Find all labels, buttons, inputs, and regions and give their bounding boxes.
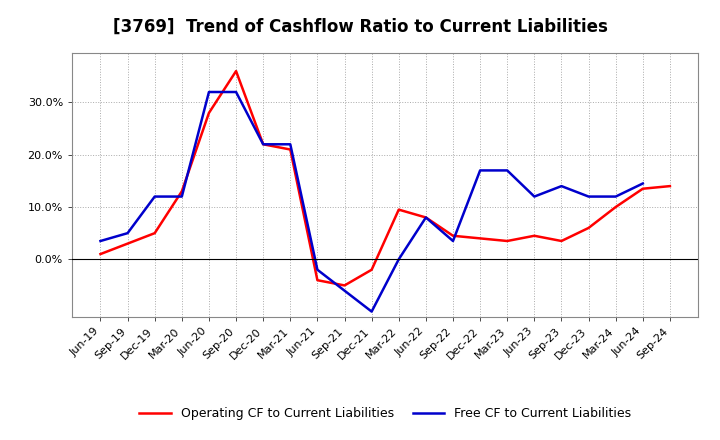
Free CF to Current Liabilities xyxy=(530,194,539,199)
Operating CF to Current Liabilities xyxy=(476,236,485,241)
Free CF to Current Liabilities xyxy=(178,194,186,199)
Operating CF to Current Liabilities xyxy=(557,238,566,244)
Legend: Operating CF to Current Liabilities, Free CF to Current Liabilities: Operating CF to Current Liabilities, Fre… xyxy=(135,402,636,425)
Operating CF to Current Liabilities xyxy=(530,233,539,238)
Free CF to Current Liabilities xyxy=(449,238,457,244)
Free CF to Current Liabilities xyxy=(259,142,268,147)
Free CF to Current Liabilities xyxy=(341,288,349,293)
Operating CF to Current Liabilities xyxy=(178,189,186,194)
Free CF to Current Liabilities xyxy=(123,231,132,236)
Free CF to Current Liabilities xyxy=(395,257,403,262)
Operating CF to Current Liabilities xyxy=(204,110,213,116)
Free CF to Current Liabilities xyxy=(96,238,105,244)
Free CF to Current Liabilities xyxy=(421,215,430,220)
Operating CF to Current Liabilities xyxy=(232,69,240,74)
Operating CF to Current Liabilities xyxy=(286,147,294,152)
Operating CF to Current Liabilities xyxy=(96,251,105,257)
Free CF to Current Liabilities xyxy=(611,194,620,199)
Free CF to Current Liabilities xyxy=(204,89,213,95)
Operating CF to Current Liabilities xyxy=(584,225,593,231)
Operating CF to Current Liabilities xyxy=(150,231,159,236)
Free CF to Current Liabilities xyxy=(584,194,593,199)
Operating CF to Current Liabilities xyxy=(313,278,322,283)
Free CF to Current Liabilities xyxy=(150,194,159,199)
Free CF to Current Liabilities xyxy=(367,309,376,314)
Operating CF to Current Liabilities xyxy=(395,207,403,212)
Free CF to Current Liabilities xyxy=(286,142,294,147)
Operating CF to Current Liabilities xyxy=(449,233,457,238)
Operating CF to Current Liabilities xyxy=(665,183,674,189)
Operating CF to Current Liabilities xyxy=(421,215,430,220)
Line: Operating CF to Current Liabilities: Operating CF to Current Liabilities xyxy=(101,71,670,286)
Operating CF to Current Liabilities xyxy=(123,241,132,246)
Operating CF to Current Liabilities xyxy=(611,204,620,209)
Operating CF to Current Liabilities xyxy=(639,186,647,191)
Free CF to Current Liabilities xyxy=(313,267,322,272)
Operating CF to Current Liabilities xyxy=(341,283,349,288)
Free CF to Current Liabilities xyxy=(476,168,485,173)
Free CF to Current Liabilities xyxy=(639,181,647,186)
Line: Free CF to Current Liabilities: Free CF to Current Liabilities xyxy=(101,92,643,312)
Text: [3769]  Trend of Cashflow Ratio to Current Liabilities: [3769] Trend of Cashflow Ratio to Curren… xyxy=(112,18,608,36)
Operating CF to Current Liabilities xyxy=(367,267,376,272)
Free CF to Current Liabilities xyxy=(232,89,240,95)
Operating CF to Current Liabilities xyxy=(503,238,511,244)
Free CF to Current Liabilities xyxy=(503,168,511,173)
Free CF to Current Liabilities xyxy=(557,183,566,189)
Operating CF to Current Liabilities xyxy=(259,142,268,147)
